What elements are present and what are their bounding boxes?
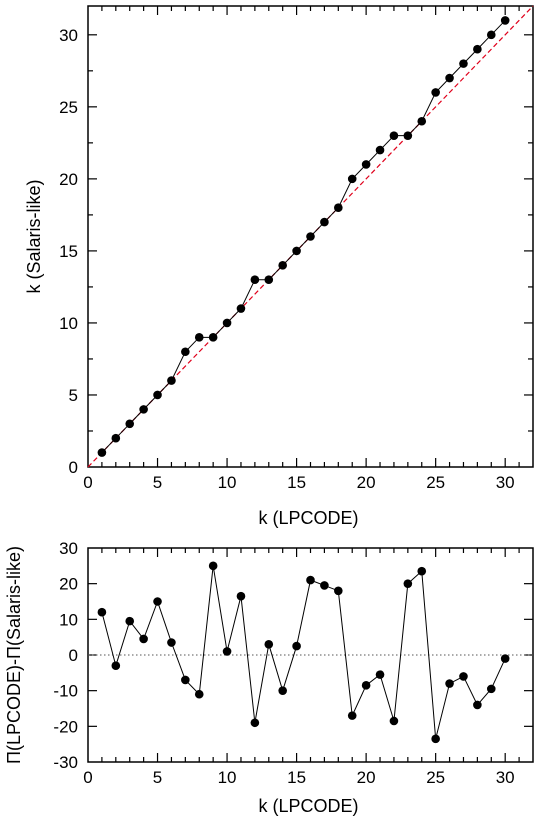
data-point [404, 579, 413, 588]
data-point [306, 576, 315, 585]
data-point [501, 654, 510, 663]
x-tick-label: 30 [496, 473, 515, 492]
data-point [320, 581, 329, 590]
data-point [362, 160, 371, 169]
data-point [278, 686, 287, 695]
data-point [431, 88, 440, 97]
data-point [390, 131, 399, 140]
data-point [487, 31, 496, 40]
data-point [334, 203, 343, 212]
x-tick-label: 0 [83, 473, 92, 492]
data-point [209, 333, 218, 342]
x-tick-label: 10 [218, 768, 237, 787]
y-tick-label: 20 [59, 170, 78, 189]
data-point [278, 261, 287, 270]
x-tick-label: 15 [287, 768, 306, 787]
data-point [320, 218, 329, 227]
data-point [431, 735, 440, 744]
y-tick-label: 25 [59, 98, 78, 117]
series-line [102, 566, 505, 739]
x-tick-label: 10 [218, 473, 237, 492]
data-point [167, 638, 176, 647]
data-point [292, 247, 301, 256]
data-point [348, 175, 357, 184]
data-point [404, 131, 413, 140]
y-tick-label: 20 [59, 575, 78, 594]
data-point [362, 681, 371, 690]
data-point [473, 45, 482, 54]
data-point [237, 592, 246, 601]
bottom-panel: 0 5 10 15 20 25 30 -30 -20 -10 0 10 20 30 k (LPCODE) Π(… [4, 539, 533, 816]
data-point [223, 647, 232, 656]
data-point [139, 405, 148, 414]
series-line [102, 20, 505, 452]
data-point [237, 304, 246, 313]
y-tick-label: 30 [59, 26, 78, 45]
x-tick-label: 30 [496, 768, 515, 787]
data-point [459, 59, 468, 68]
data-point [417, 567, 426, 576]
x-tick-label: 0 [83, 768, 92, 787]
data-point [181, 676, 190, 685]
data-point [376, 670, 385, 679]
data-point [459, 672, 468, 681]
y-tick-label: 15 [59, 242, 78, 261]
x-axis-title: k (LPCODE) [258, 508, 358, 528]
data-point [264, 275, 273, 284]
data-point [125, 617, 134, 626]
data-point [167, 376, 176, 385]
data-point [390, 717, 399, 726]
y-tick-label: -30 [53, 753, 78, 772]
data-point [376, 146, 385, 155]
data-point [473, 701, 482, 710]
x-tick-label: 5 [153, 473, 162, 492]
y-tick-label: 30 [59, 539, 78, 558]
data-point [306, 232, 315, 241]
data-point [125, 419, 134, 428]
data-point [181, 347, 190, 356]
data-point [112, 434, 121, 443]
data-point [112, 661, 121, 670]
y-axis-title: k (Salaris-like) [24, 179, 44, 293]
x-tick-label: 20 [357, 768, 376, 787]
top-panel: 0 5 10 15 20 25 30 0 5 10 15 20 25 30 k (LPCODE) k (Sal… [24, 6, 533, 528]
data-point [264, 640, 273, 649]
x-tick-label: 25 [426, 768, 445, 787]
data-point [487, 685, 496, 694]
data-point [209, 562, 218, 571]
data-point [501, 16, 510, 25]
y-tick-label: 0 [69, 458, 78, 477]
y-tick-label: 10 [59, 610, 78, 629]
data-point [98, 448, 107, 457]
y-tick-label: -10 [53, 682, 78, 701]
data-point [98, 608, 107, 617]
data-point [417, 117, 426, 126]
data-point [445, 679, 454, 688]
y-tick-label: -20 [53, 717, 78, 736]
data-point [251, 718, 260, 727]
x-axis-title: k (LPCODE) [258, 796, 358, 816]
y-axis-title: Π(LPCODE)-Π(Salaris-like) [4, 546, 24, 764]
data-point [153, 391, 162, 400]
data-point [445, 74, 454, 83]
data-point [195, 333, 204, 342]
data-point [292, 642, 301, 651]
data-point [195, 690, 204, 699]
data-point [153, 597, 162, 606]
data-point [251, 275, 260, 284]
data-point [348, 711, 357, 720]
data-point [139, 635, 148, 644]
x-tick-label: 20 [357, 473, 376, 492]
y-tick-label: 5 [69, 386, 78, 405]
x-tick-label: 25 [426, 473, 445, 492]
data-point [334, 587, 343, 596]
x-tick-label: 15 [287, 473, 306, 492]
data-point [223, 319, 232, 328]
y-tick-label: 10 [59, 314, 78, 333]
y-tick-label: 0 [69, 646, 78, 665]
x-tick-label: 5 [153, 768, 162, 787]
